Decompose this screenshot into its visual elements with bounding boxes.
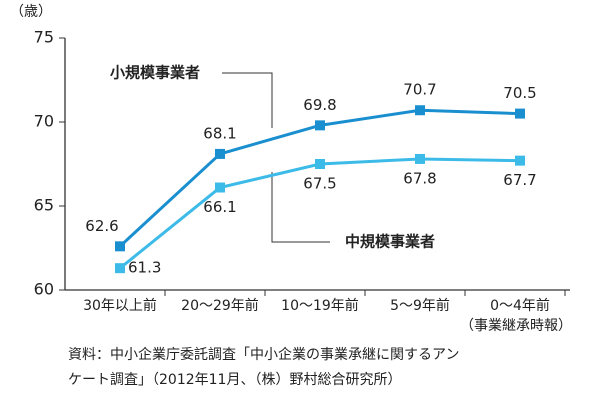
legend-label: 中規模事業者 — [345, 233, 435, 251]
callout-line — [222, 72, 273, 128]
x-axis-label: （事業継承時報） — [460, 318, 572, 334]
y-tick-label: 65 — [34, 196, 54, 215]
y-tick-label: 75 — [34, 28, 54, 47]
x-tick-label: 30年以上前 — [83, 297, 157, 314]
marker — [515, 108, 525, 119]
value-label: 67.7 — [503, 171, 536, 189]
marker — [415, 153, 425, 164]
marker — [215, 148, 225, 159]
value-label: 66.1 — [203, 198, 236, 216]
value-label: 68.1 — [203, 124, 236, 142]
x-tick-label: 20～29年前 — [181, 297, 259, 314]
source-note: ケート調査」（2012年11月、（株）野村総合研究所） — [68, 372, 401, 388]
x-tick-label: 0～4年前 — [490, 297, 550, 314]
x-tick-label: 5～9年前 — [390, 297, 450, 314]
callout-line — [271, 172, 330, 243]
y-tick-label: 70 — [34, 112, 54, 131]
marker — [515, 155, 525, 166]
marker — [415, 105, 425, 116]
marker — [215, 182, 225, 193]
marker — [115, 263, 125, 274]
x-tick-label: 10～19年前 — [281, 297, 359, 314]
y-tick-label: 60 — [34, 280, 54, 299]
source-note: 資料：中小企業庁委託調査「中小企業の事業承継に関するアン — [68, 346, 459, 363]
value-label: 70.7 — [403, 81, 436, 99]
marker — [315, 159, 325, 169]
value-label: 67.5 — [303, 175, 336, 193]
legend-label: 小規模事業者 — [110, 64, 200, 82]
y-axis-label: （歳） — [10, 4, 52, 20]
marker — [115, 241, 125, 252]
value-label: 67.8 — [403, 169, 436, 187]
value-label: 69.8 — [303, 96, 336, 114]
value-label: 61.3 — [128, 259, 161, 277]
value-label: 62.6 — [85, 217, 118, 235]
marker — [315, 120, 325, 131]
value-label: 70.5 — [503, 84, 536, 102]
